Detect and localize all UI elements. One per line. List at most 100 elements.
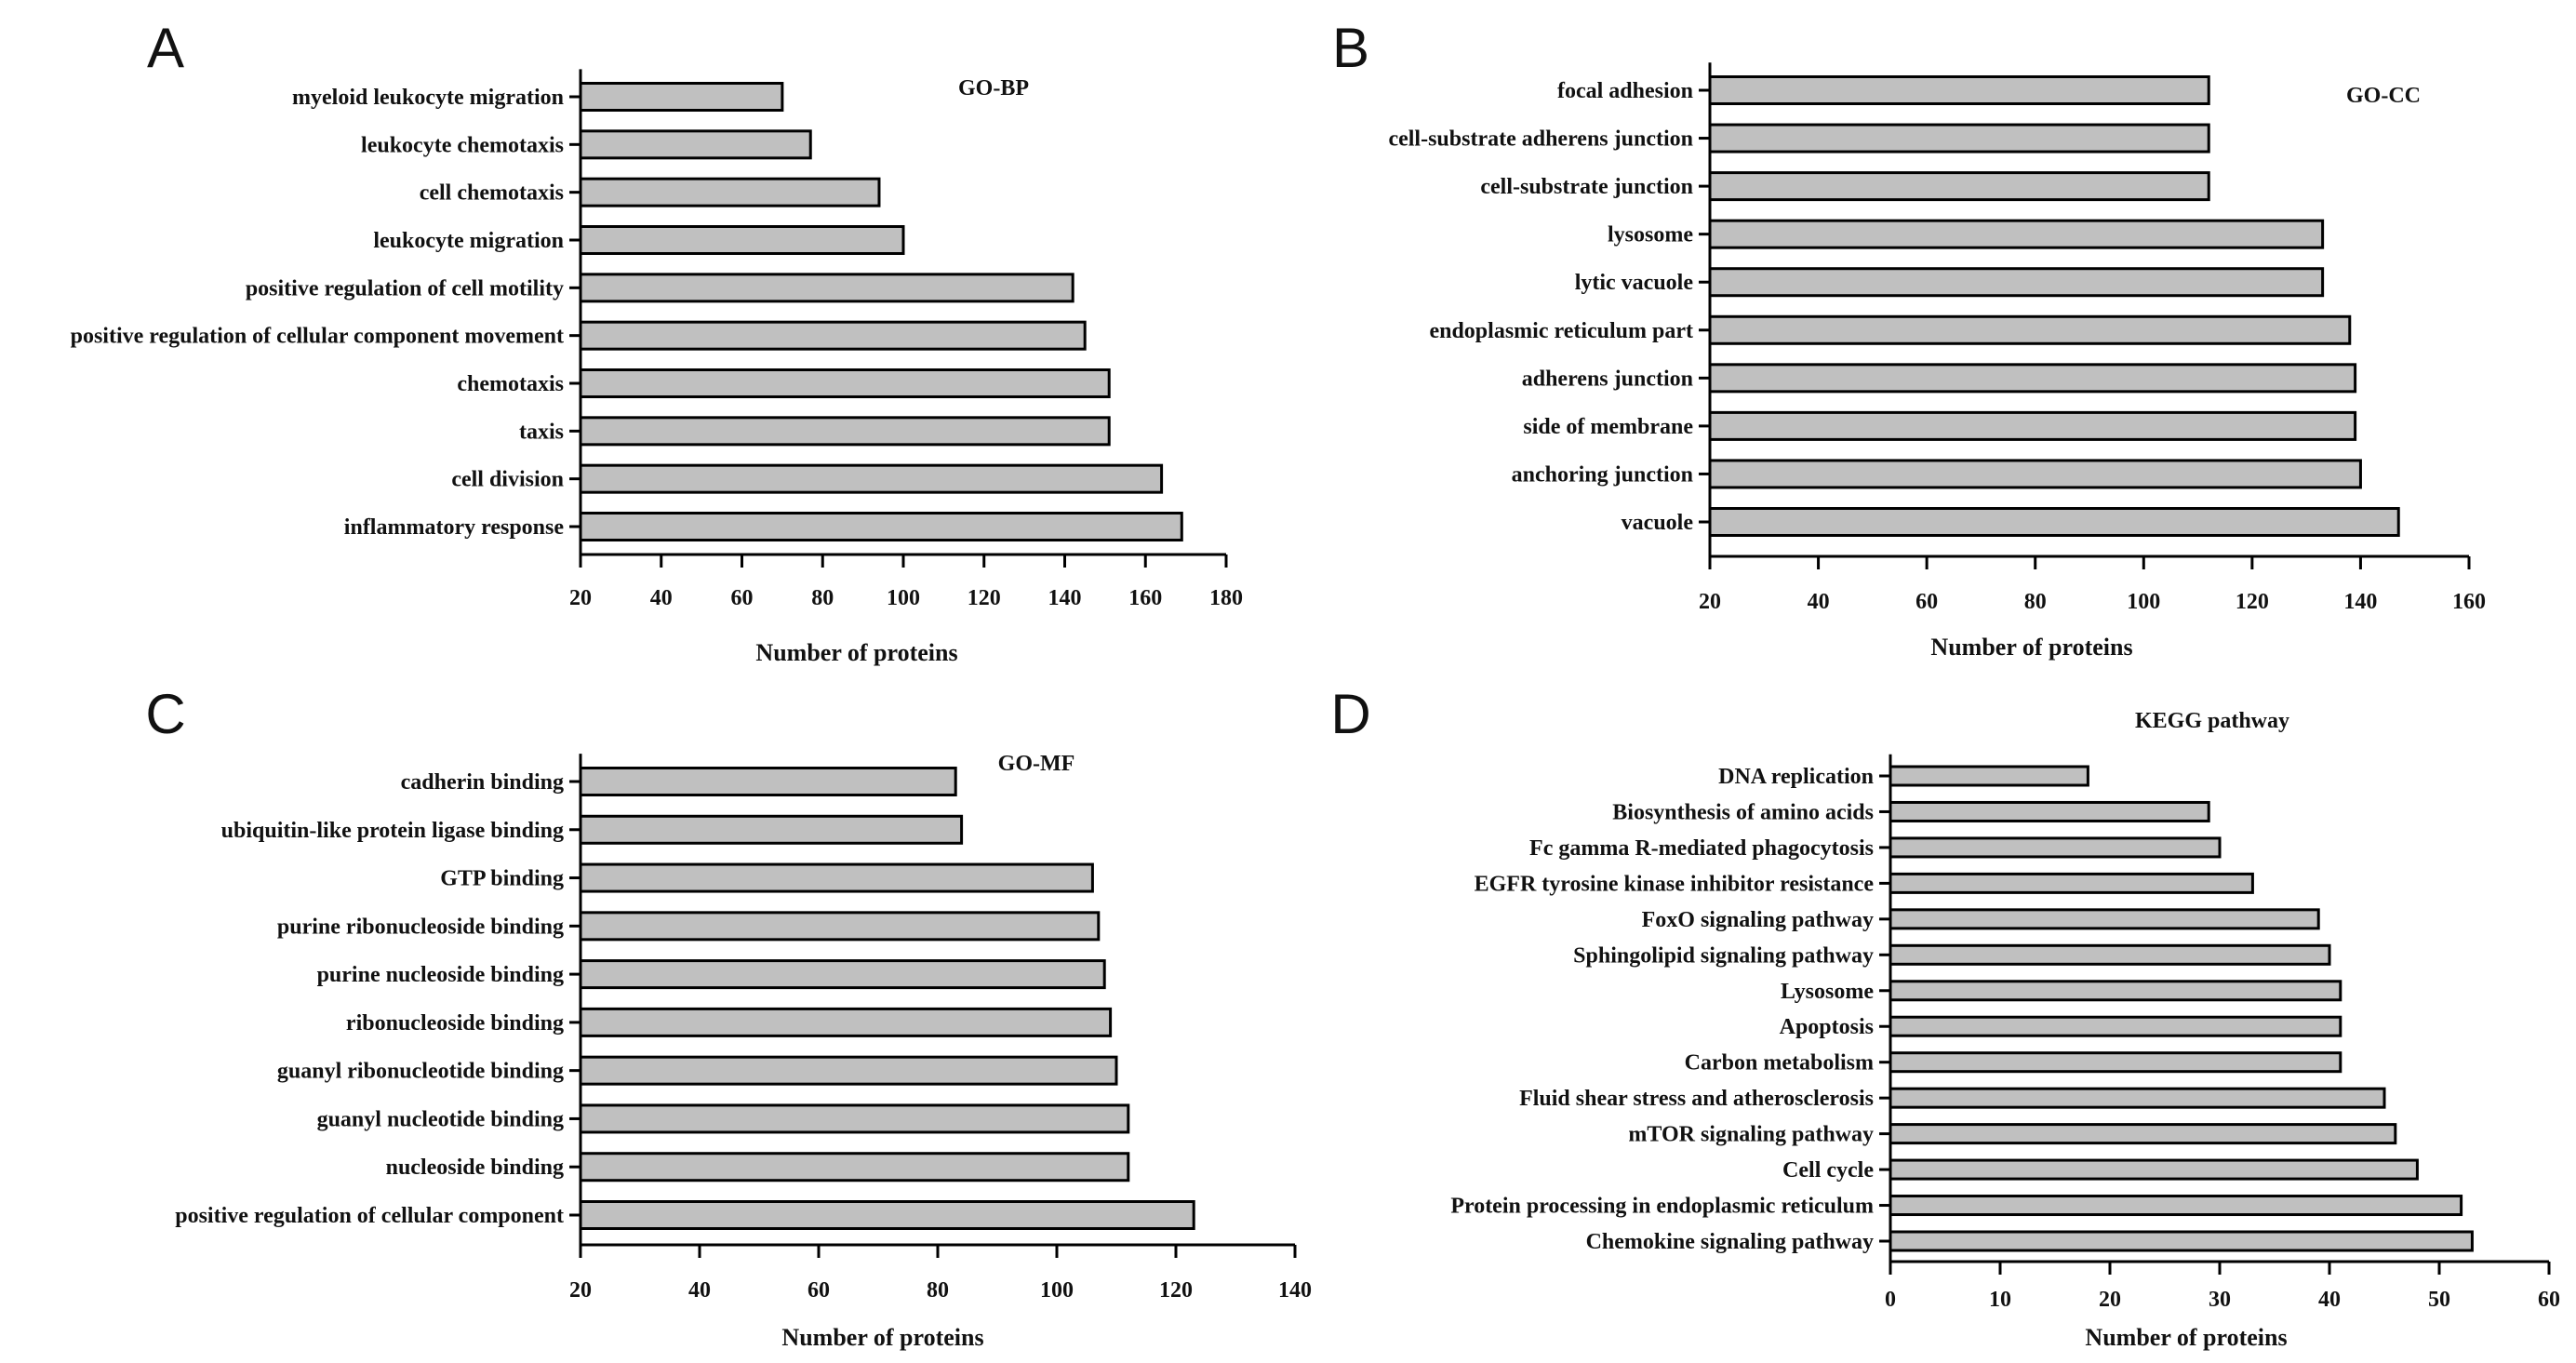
x-tick-label: 100: [887, 586, 920, 610]
category-label: guanyl nucleotide binding: [317, 1107, 564, 1131]
category-label: Apoptosis: [1780, 1015, 1874, 1039]
category-label: positive regulation of cellular componen…: [71, 325, 564, 349]
bar: [579, 1200, 1195, 1230]
category-label: taxis: [519, 420, 564, 444]
panel-letter: D: [1330, 683, 1370, 745]
bar: [1708, 363, 2357, 394]
category-label: cell chemotaxis: [420, 181, 564, 206]
category-label: ubiquitin-like protein ligase binding: [221, 819, 564, 843]
category-label: endoplasmic reticulum part: [1429, 319, 1693, 343]
chart-title: GO-MF: [998, 752, 1075, 776]
category-label: focal adhesion: [1557, 79, 1693, 103]
x-tick-label: 80: [2024, 590, 2047, 614]
bar: [579, 767, 957, 796]
bar: [579, 368, 1111, 398]
bar: [579, 177, 881, 207]
bar: [579, 1055, 1118, 1086]
x-tick-label: 20: [2099, 1288, 2121, 1312]
category-label: mTOR signaling pathway: [1628, 1123, 1874, 1147]
bar: [579, 814, 964, 845]
bar: [579, 129, 812, 160]
panel-letter: B: [1332, 17, 1369, 79]
bar: [579, 911, 1101, 942]
x-tick-label: 140: [1278, 1278, 1312, 1303]
category-label: Cell cycle: [1782, 1158, 1874, 1183]
x-tick-label: 10: [1989, 1288, 2011, 1312]
bar: [579, 862, 1094, 893]
category-label: side of membrane: [1523, 415, 1693, 439]
category-label: positive regulation of cell motility: [246, 276, 564, 301]
category-label: cadherin binding: [401, 770, 564, 795]
bar: [579, 463, 1164, 494]
category-label: DNA replication: [1718, 765, 1874, 789]
category-label: lytic vacuole: [1575, 271, 1694, 295]
category-label: EGFR tyrosine kinase inhibitor resistanc…: [1475, 872, 1875, 896]
bar: [1889, 1051, 2342, 1074]
x-tick-label: 20: [569, 586, 592, 610]
bar: [1889, 872, 2254, 894]
x-tick-label: 40: [1808, 590, 1830, 614]
x-tick-label: 40: [2318, 1288, 2341, 1312]
category-label: anchoring junction: [1512, 462, 1693, 487]
x-tick-label: 60: [731, 586, 754, 610]
category-label: lysosome: [1608, 223, 1693, 247]
category-label: Carbon metabolism: [1685, 1051, 1874, 1076]
x-tick-label: 140: [2343, 590, 2377, 614]
bar: [1708, 459, 2362, 489]
bar: [1889, 908, 2320, 930]
bar: [1708, 410, 2357, 441]
panel-d: D KEGG pathway DNA replication Biosynthesis…: [1330, 683, 2560, 1351]
bar: [1708, 267, 2325, 298]
bar: [1889, 1230, 2474, 1252]
bar: [1889, 1087, 2386, 1109]
x-tick-label: 60: [808, 1278, 830, 1303]
category-label: Protein processing in endoplasmic reticu…: [1450, 1195, 1874, 1219]
chart-title: KEGG pathway: [2135, 709, 2289, 733]
bar: [1889, 1123, 2397, 1145]
category-label: cell division: [451, 468, 564, 492]
x-tick-label: 60: [1915, 590, 1938, 614]
category-label: Lysosome: [1781, 980, 1874, 1004]
x-tick-label: 120: [2236, 590, 2269, 614]
category-label: ribonucleoside binding: [346, 1011, 564, 1036]
chart-title: GO-CC: [2346, 84, 2421, 108]
category-label: Chemokine signaling pathway: [1586, 1230, 1874, 1254]
x-tick-label: 100: [2127, 590, 2160, 614]
bar: [579, 416, 1111, 447]
category-label: cell-substrate junction: [1480, 175, 1693, 199]
bar: [579, 82, 784, 112]
category-label: GTP binding: [440, 867, 564, 891]
x-tick-label: 160: [1128, 586, 1162, 610]
category-label: purine nucleoside binding: [317, 963, 564, 987]
bar: [1889, 943, 2331, 966]
bar: [1708, 75, 2210, 105]
x-tick-label: 120: [1159, 1278, 1193, 1303]
bar: [1889, 765, 2089, 787]
bar: [1889, 1015, 2342, 1037]
category-label: myeloid leukocyte migration: [292, 86, 564, 110]
bar: [579, 225, 905, 255]
x-tick-label: 80: [927, 1278, 949, 1303]
category-label: Biosynthesis of amino acids: [1612, 800, 1874, 824]
x-tick-label: 120: [968, 586, 1001, 610]
panel-a: A GO-BP myeloid leukocyte migration leukocy…: [71, 17, 1243, 666]
bar: [579, 1152, 1130, 1183]
bar: [579, 320, 1087, 351]
panel-c: C GO-MF cadherin binding ubiquitin-like pro…: [145, 683, 1312, 1351]
category-label: Fluid shear stress and atherosclerosis: [1519, 1087, 1874, 1111]
x-tick-label: 80: [811, 586, 834, 610]
x-tick-label: 140: [1048, 586, 1082, 610]
bar: [1708, 171, 2210, 202]
category-label: vacuole: [1622, 511, 1694, 535]
x-tick-label: 50: [2428, 1288, 2450, 1312]
x-axis-title: Number of proteins: [755, 639, 957, 666]
category-label: guanyl ribonucleotide binding: [277, 1060, 564, 1084]
bar: [1889, 836, 2222, 859]
x-tick-label: 40: [688, 1278, 711, 1303]
bar: [579, 959, 1106, 990]
category-label: positive regulation of cellular componen…: [175, 1204, 564, 1228]
category-label: nucleoside binding: [386, 1156, 564, 1180]
x-tick-label: 30: [2209, 1288, 2231, 1312]
category-label: inflammatory response: [344, 515, 565, 540]
chart-title: GO-BP: [958, 76, 1029, 100]
